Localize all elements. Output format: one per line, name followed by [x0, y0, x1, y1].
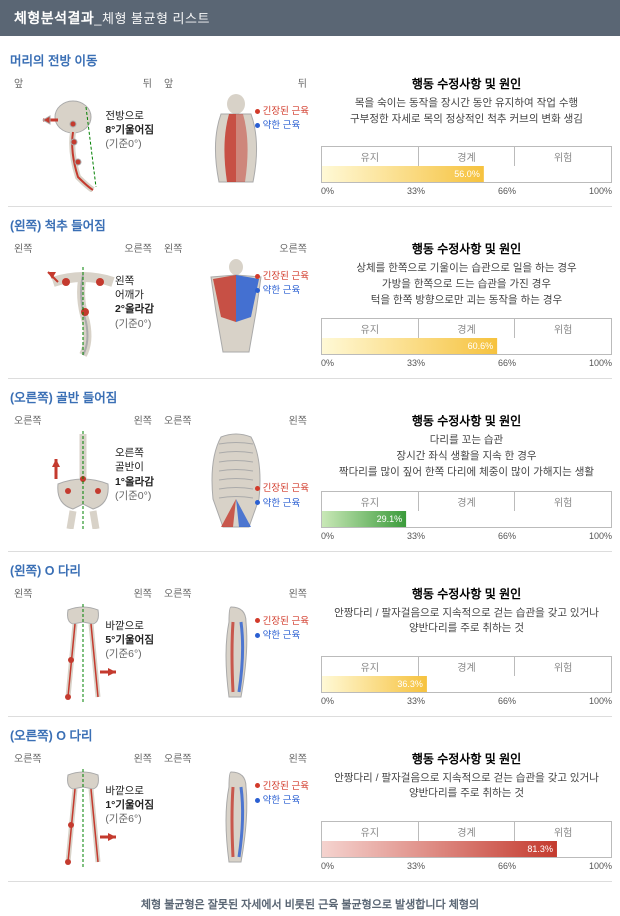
- correction-title: 행동 수정사항 및 원인: [321, 750, 612, 767]
- metric-text: 바깥으로 5°기울어짐 (기준6°): [105, 619, 154, 662]
- anatomy-muscular: 오른쪽왼쪽 긴장된 근육 약한 근육: [158, 412, 313, 529]
- severity-bar: 유지경계위험 36.3% 0%33%66%100%: [321, 656, 612, 706]
- sections-container: 머리의 전방 이동 앞뒤 전방으로 8°기울어짐 (기준0°) 앞뒤: [0, 36, 620, 888]
- section-title: (오른쪽) O 다리: [10, 725, 612, 744]
- analysis-section: (오른쪽) 골반 들어짐 오른쪽왼쪽 오른쪽 골반이 1°올라감 (기준0°) …: [8, 379, 612, 551]
- correction-title: 행동 수정사항 및 원인: [321, 585, 612, 602]
- header-main: 체형분석결과: [14, 10, 94, 26]
- correction-desc: 안짱다리 / 팔자걸음으로 지속적으로 걷는 습관을 갖고 있거나양반다리를 주…: [321, 771, 612, 811]
- correction-title: 행동 수정사항 및 원인: [321, 240, 612, 257]
- severity-bar: 유지경계위험 29.1% 0%33%66%100%: [321, 491, 612, 541]
- muscle-legend: 긴장된 근육 약한 근육: [255, 615, 309, 644]
- correction-desc: 목을 숙이는 동작을 장시간 동안 유지하여 작업 수행구부정한 자세로 목의 …: [321, 96, 612, 136]
- muscle-legend: 긴장된 근육 약한 근육: [255, 780, 309, 809]
- correction-title: 행동 수정사항 및 원인: [321, 75, 612, 92]
- footer-text: 체형 불균형은 잘못된 자세에서 비롯된 근육 불균형으로 발생합니다 체형의: [0, 888, 620, 916]
- analysis-section: 머리의 전방 이동 앞뒤 전방으로 8°기울어짐 (기준0°) 앞뒤: [8, 42, 612, 207]
- section-title: 머리의 전방 이동: [10, 50, 612, 69]
- metric-text: 전방으로 8°기울어짐 (기준0°): [105, 109, 154, 152]
- anatomy-skeletal: 왼쪽오른쪽 왼쪽 어깨가 2°올라감 (기준0°): [8, 240, 158, 357]
- anatomy-muscular: 왼쪽오른쪽 긴장된 근육 약한 근육: [158, 240, 313, 357]
- correction-panel: 행동 수정사항 및 원인 상체를 한쪽으로 기울이는 습관으로 일을 하는 경우…: [313, 240, 612, 368]
- anatomy-muscular: 앞뒤 긴장된 근육 약한 근육: [158, 75, 313, 192]
- analysis-section: (오른쪽) O 다리 오른쪽왼쪽 바깥으로 1°기울어짐 (기준6°): [8, 717, 612, 882]
- muscle-legend: 긴장된 근육 약한 근육: [255, 482, 309, 511]
- header-sub: _체형 불균형 리스트: [94, 11, 210, 26]
- correction-panel: 행동 수정사항 및 원인 목을 숙이는 동작을 장시간 동안 유지하여 작업 수…: [313, 75, 612, 196]
- section-title: (오른쪽) 골반 들어짐: [10, 387, 612, 406]
- anatomy-skeletal: 오른쪽왼쪽 바깥으로 1°기울어짐 (기준6°): [8, 750, 158, 867]
- anatomy-skeletal: 오른쪽왼쪽 오른쪽 골반이 1°올라감 (기준0°): [8, 412, 158, 529]
- severity-bar: 유지경계위험 60.6% 0%33%66%100%: [321, 318, 612, 368]
- section-title: (왼쪽) 척추 들어짐: [10, 215, 612, 234]
- section-title: (왼쪽) O 다리: [10, 560, 612, 579]
- metric-text: 오른쪽 골반이 1°올라감 (기준0°): [115, 446, 154, 503]
- correction-panel: 행동 수정사항 및 원인 안짱다리 / 팔자걸음으로 지속적으로 걷는 습관을 …: [313, 585, 612, 706]
- correction-panel: 행동 수정사항 및 원인 안짱다리 / 팔자걸음으로 지속적으로 걷는 습관을 …: [313, 750, 612, 871]
- correction-title: 행동 수정사항 및 원인: [321, 412, 612, 429]
- anatomy-muscular: 오른쪽왼쪽 긴장된 근육 약한 근육: [158, 585, 313, 702]
- correction-desc: 안짱다리 / 팔자걸음으로 지속적으로 걷는 습관을 갖고 있거나양반다리를 주…: [321, 606, 612, 646]
- anatomy-skeletal: 왼쪽왼쪽 바깥으로 5°기울어짐 (기준6°): [8, 585, 158, 702]
- analysis-section: (왼쪽) O 다리 왼쪽왼쪽 바깥으로 5°기울어짐 (기준6°): [8, 552, 612, 717]
- correction-desc: 상체를 한쪽으로 기울이는 습관으로 일을 하는 경우가방을 한쪽으로 드는 습…: [321, 261, 612, 308]
- page-header: 체형분석결과_체형 불균형 리스트: [0, 0, 620, 36]
- correction-panel: 행동 수정사항 및 원인 다리를 꼬는 습관장시간 좌식 생활을 지속 한 경우…: [313, 412, 612, 540]
- correction-desc: 다리를 꼬는 습관장시간 좌식 생활을 지속 한 경우짝다리를 많이 짚어 한쪽…: [321, 433, 612, 480]
- anatomy-muscular: 오른쪽왼쪽 긴장된 근육 약한 근육: [158, 750, 313, 867]
- metric-text: 왼쪽 어깨가 2°올라감 (기준0°): [115, 274, 154, 331]
- muscle-legend: 긴장된 근육 약한 근육: [255, 105, 309, 134]
- severity-bar: 유지경계위험 81.3% 0%33%66%100%: [321, 821, 612, 871]
- anatomy-skeletal: 앞뒤 전방으로 8°기울어짐 (기준0°): [8, 75, 158, 192]
- severity-bar: 유지경계위험 56.0% 0%33%66%100%: [321, 146, 612, 196]
- metric-text: 바깥으로 1°기울어짐 (기준6°): [105, 784, 154, 827]
- analysis-section: (왼쪽) 척추 들어짐 왼쪽오른쪽 왼쪽 어깨가 2°올라감 (기준0°) 왼쪽…: [8, 207, 612, 379]
- muscle-legend: 긴장된 근육 약한 근육: [255, 270, 309, 299]
